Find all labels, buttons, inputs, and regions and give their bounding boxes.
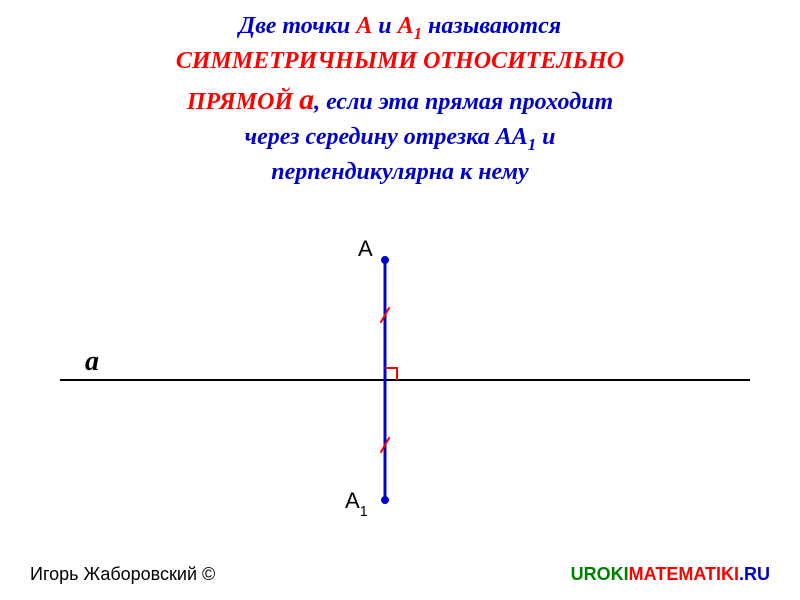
text-part: , если эта прямая проходит bbox=[314, 89, 613, 115]
point-A-name: А bbox=[356, 13, 372, 39]
site-link: UROKIMATEMATIKI.RU bbox=[571, 564, 770, 585]
text-part: ПРЯМОЙ bbox=[187, 89, 299, 115]
header-line-4: через середину отрезка АА1 и bbox=[30, 121, 770, 156]
text-part: называются bbox=[422, 13, 561, 39]
site-part-matematiki: MATEMATIKI bbox=[629, 564, 739, 584]
text-part: и bbox=[372, 13, 397, 39]
definition-header: Две точки А и А1 называются СИММЕТРИЧНЫМ… bbox=[0, 0, 800, 190]
line-a-name: a bbox=[299, 83, 314, 116]
site-part-uroki: UROKI bbox=[571, 564, 629, 584]
footer: Игорь Жаборовский © UROKIMATEMATIKI.RU bbox=[0, 564, 800, 585]
header-line-3: ПРЯМОЙ a, если эта прямая проходит bbox=[30, 79, 770, 121]
header-line-5: перпендикулярна к нему bbox=[30, 156, 770, 190]
symmetry-diagram: А А1 a bbox=[0, 200, 800, 540]
text-part: Две точки bbox=[239, 13, 356, 39]
sub-1: 1 bbox=[528, 135, 536, 154]
header-line-2: СИММЕТРИЧНЫМИ ОТНОСИТЕЛЬНО bbox=[30, 45, 770, 79]
text-part: через середину отрезка АА bbox=[245, 124, 528, 150]
svg-text:a: a bbox=[85, 346, 99, 377]
diagram-svg: А А1 a bbox=[0, 200, 800, 540]
text-part: и bbox=[536, 124, 555, 150]
svg-text:А1: А1 bbox=[345, 488, 368, 520]
point-A1-name: А1 bbox=[398, 13, 422, 39]
author-credit: Игорь Жаборовский © bbox=[30, 564, 215, 585]
header-line-1: Две точки А и А1 называются bbox=[30, 10, 770, 45]
svg-text:А: А bbox=[358, 236, 373, 261]
site-part-ru: RU bbox=[744, 564, 770, 584]
